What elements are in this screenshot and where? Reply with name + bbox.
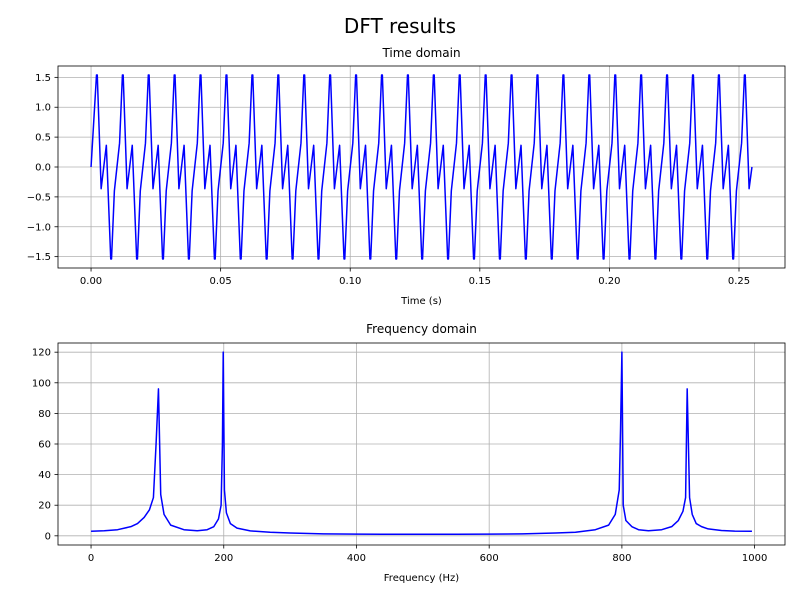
time-domain-xtick-label: 0.10: [339, 276, 361, 287]
time-domain-ytick-label: 1.0: [35, 103, 51, 114]
frequency-domain-xtick-label: 800: [612, 553, 631, 564]
frequency-domain-xtick-label: 600: [480, 553, 499, 564]
frequency-domain-ytick-label: 60: [38, 440, 51, 451]
frequency-domain-series: [91, 351, 752, 536]
frequency-domain-gridlines: [58, 343, 785, 545]
frequency-domain-series-line: [91, 351, 752, 536]
frequency-domain-ticks: 0 200 400 600 800 1000 0 20 40 60 80 100 120: [32, 348, 767, 564]
time-domain-ytick-label: 0.0: [35, 163, 51, 174]
frequency-domain-ytick-label: 0: [45, 531, 51, 542]
figure-title: DFT results: [344, 14, 456, 38]
frequency-domain-axes-frame: [57, 342, 786, 546]
time-domain-xtick-label: 0.20: [598, 276, 620, 287]
frequency-domain-ytick-label: 20: [38, 501, 51, 512]
frequency-domain-ytick-label: 120: [32, 348, 51, 359]
time-domain-xtick-label: 0.15: [469, 276, 491, 287]
frequency-domain-plot: Frequency domain 0 200 400 600 800 1000 0 20 40 6…: [32, 322, 786, 584]
frequency-domain-xtick-label: 0: [88, 553, 94, 564]
time-domain-xtick-label: 0.25: [728, 276, 750, 287]
time-domain-ytick-label: −0.5: [27, 192, 51, 203]
time-domain-ytick-label: 0.5: [35, 133, 51, 144]
frequency-domain-title: Frequency domain: [366, 322, 477, 336]
time-domain-ytick-label: −1.0: [27, 222, 51, 233]
time-domain-title: Time domain: [381, 46, 460, 60]
time-domain-axes-frame: [57, 65, 786, 269]
time-domain-xtick-label: 0.00: [80, 276, 102, 287]
frequency-domain-xtick-label: 1000: [742, 553, 767, 564]
time-domain-series-line: [90, 74, 753, 260]
time-domain-series: [90, 74, 753, 260]
time-domain-ytick-label: −1.5: [27, 252, 51, 263]
frequency-domain-ytick-label: 100: [32, 378, 51, 389]
frequency-domain-xlabel: Frequency (Hz): [384, 573, 460, 584]
frequency-domain-xtick-label: 200: [214, 553, 233, 564]
time-domain-xlabel: Time (s): [400, 296, 442, 307]
time-domain-ticks: 0.00 0.05 0.10 0.15 0.20 0.25 1.5 1.0 0.5 0.0 −0.5…: [27, 73, 750, 287]
time-domain-plot: Time domain 0.00 0.05 0.10 0.15 0.20 0.25 1.5 1…: [27, 46, 786, 307]
time-domain-ytick-label: 1.5: [35, 73, 51, 84]
frequency-domain-ytick-label: 80: [38, 409, 51, 420]
frequency-domain-xtick-label: 400: [347, 553, 366, 564]
frequency-domain-ytick-label: 40: [38, 470, 51, 481]
time-domain-xtick-label: 0.05: [210, 276, 232, 287]
